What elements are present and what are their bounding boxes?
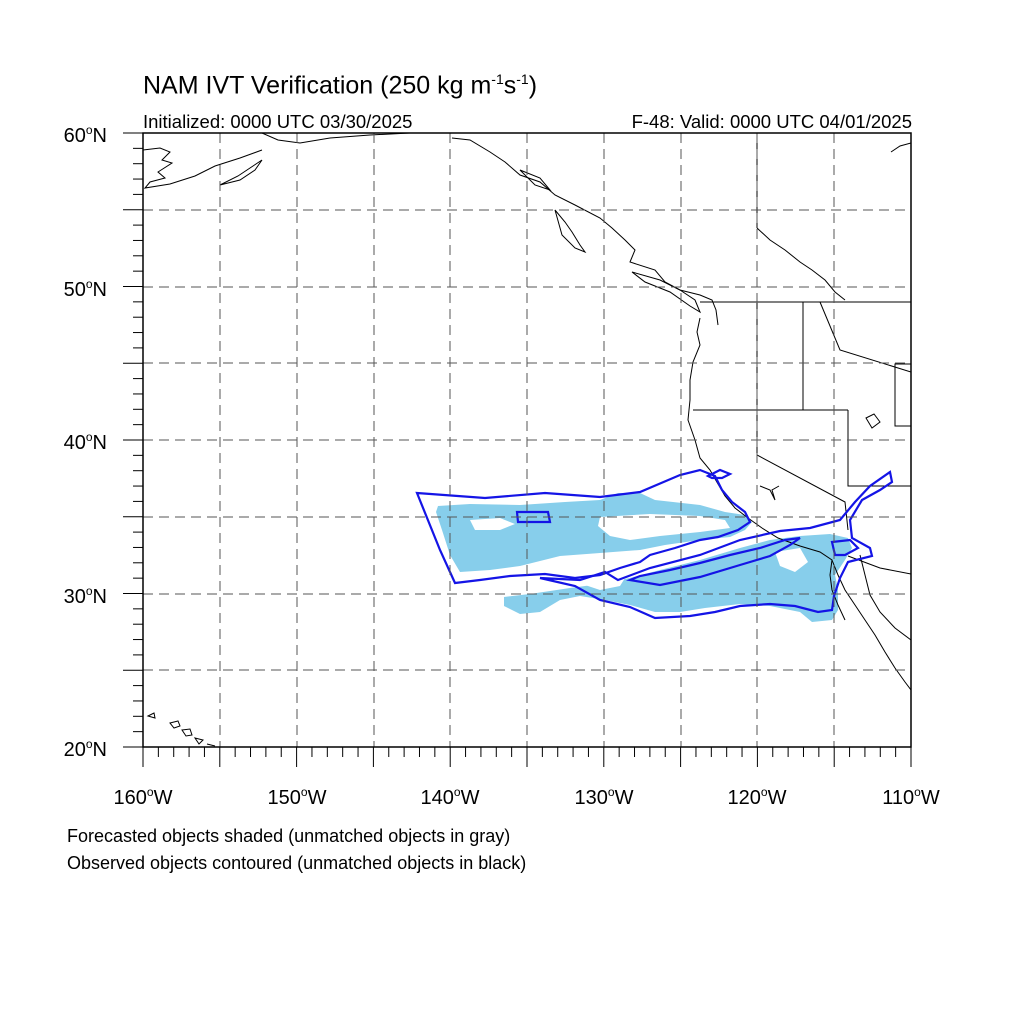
lon-label-150w: 150oW [267, 785, 327, 809]
gridlines [143, 133, 911, 747]
observed-object-east [539, 470, 894, 620]
lon-label-130w: 130oW [574, 785, 634, 809]
lon-label-160w: 160oW [113, 785, 173, 809]
lat-label-30: 30oN [63, 584, 107, 608]
valid-time: F-48: Valid: 0000 UTC 04/01/2025 [631, 111, 912, 132]
observed-object-inner [515, 510, 552, 524]
forecast-objects [436, 493, 852, 622]
lat-label-60: 60oN [63, 123, 107, 147]
lat-label-40: 40oN [63, 430, 107, 454]
initialized-time: Initialized: 0000 UTC 03/30/2025 [143, 111, 413, 132]
lon-label-140w: 140oW [420, 785, 480, 809]
lat-label-20: 20oN [63, 737, 107, 761]
forecast-object-west [436, 493, 752, 572]
political-boundaries [693, 133, 911, 575]
observed-object-bay [705, 468, 733, 480]
coastlines [143, 133, 911, 747]
lon-label-110w: 110oW [882, 785, 940, 809]
axis-ticks [123, 132, 912, 767]
footnote-forecast: Forecasted objects shaded (unmatched obj… [67, 826, 511, 846]
lon-label-120w: 120oW [727, 785, 787, 809]
map-title: NAM IVT Verification (250 kg m-1s-1) [143, 71, 538, 100]
observed-objects [415, 468, 894, 620]
lat-label-50: 50oN [63, 277, 107, 301]
observed-object-east-inner [625, 536, 801, 587]
footnote-observed: Observed objects contoured (unmatched ob… [67, 853, 527, 873]
forecast-object-east [504, 534, 852, 622]
observed-object-west [415, 468, 752, 585]
